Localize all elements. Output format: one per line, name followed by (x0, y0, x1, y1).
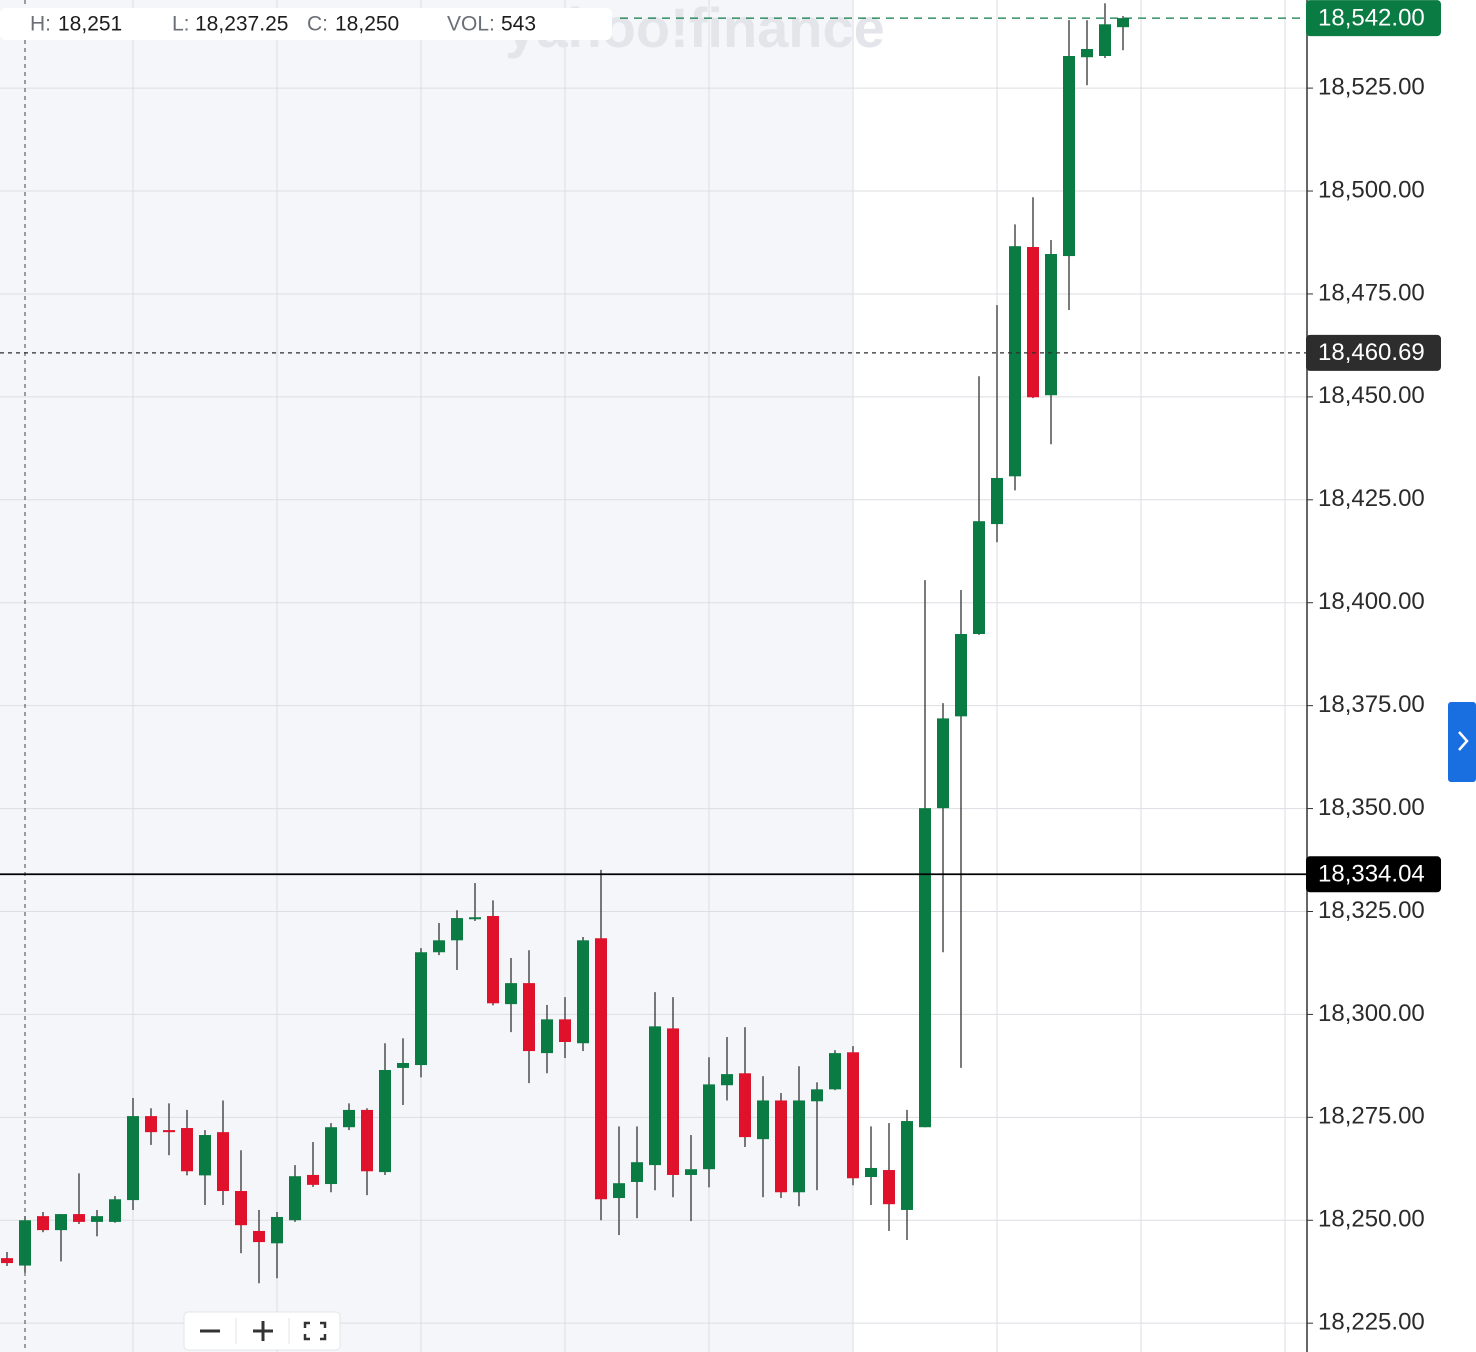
candle-body (883, 1170, 895, 1205)
y-tick-label: 18,225.00 (1318, 1309, 1425, 1336)
candle-body (1099, 24, 1111, 56)
candle-body (865, 1167, 877, 1178)
candle-body (217, 1132, 229, 1192)
price-marker-label: 18,460.69 (1318, 339, 1425, 366)
candle-body (685, 1169, 697, 1175)
candle-body (253, 1230, 265, 1243)
candle-body (361, 1109, 373, 1172)
candle-body (1009, 246, 1021, 477)
header-value: 18,251 (58, 13, 122, 36)
candle-body (919, 808, 931, 1128)
candle-body (271, 1216, 283, 1244)
header-value: 18,250 (335, 13, 399, 36)
header-label: C: (307, 13, 328, 36)
candle-body (1081, 48, 1093, 58)
candle-body (487, 916, 499, 1004)
candle-body (559, 1019, 571, 1042)
price-marker (1306, 856, 1441, 893)
candle-body (595, 938, 607, 1200)
candle-body (397, 1062, 409, 1068)
candle-body (793, 1100, 805, 1193)
candle-body (343, 1109, 355, 1128)
candle-body (73, 1214, 85, 1222)
candle-body (325, 1127, 337, 1185)
header-value: 18,237.25 (195, 13, 288, 36)
candle-body (901, 1121, 913, 1210)
y-tick-label: 18,250.00 (1318, 1206, 1425, 1233)
candle-body (631, 1162, 643, 1182)
y-tick-label: 18,525.00 (1318, 73, 1425, 100)
y-tick-label: 18,300.00 (1318, 1000, 1425, 1027)
candle-body (937, 718, 949, 809)
header-label: H: (30, 13, 51, 36)
candle-body (541, 1019, 553, 1054)
candle-body (649, 1026, 661, 1166)
side-panel-toggle[interactable] (1448, 702, 1476, 782)
candle-body (37, 1216, 49, 1231)
candle-body (829, 1053, 841, 1090)
candle-body (307, 1174, 319, 1185)
candle-body (19, 1220, 31, 1266)
candle-body (991, 477, 1003, 525)
y-tick-label: 18,500.00 (1318, 176, 1425, 203)
candle-body (505, 983, 517, 1005)
candle-body (109, 1199, 121, 1222)
y-tick-label: 18,325.00 (1318, 897, 1425, 924)
price-marker (1306, 0, 1441, 37)
candle-body (757, 1100, 769, 1140)
candle-body (235, 1191, 247, 1226)
candle-body (1, 1258, 13, 1264)
candle-body (163, 1130, 175, 1133)
candle-body (415, 952, 427, 1066)
candle-body (523, 983, 535, 1052)
candle-body (91, 1216, 103, 1222)
candle-body (379, 1069, 391, 1173)
candle-body (1117, 18, 1129, 28)
candle-body (451, 918, 463, 941)
y-tick-label: 18,275.00 (1318, 1103, 1425, 1130)
candle-body (469, 917, 481, 920)
header-label: L: (172, 13, 190, 36)
candle-body (811, 1089, 823, 1102)
y-tick-label: 18,425.00 (1318, 485, 1425, 512)
y-tick-label: 18,350.00 (1318, 794, 1425, 821)
header-value: 543 (501, 13, 536, 36)
candle-body (973, 521, 985, 635)
candle-body (289, 1176, 301, 1221)
candle-body (55, 1214, 67, 1231)
ohlc-header (0, 8, 612, 40)
candle-body (433, 940, 445, 953)
zoom-in[interactable] (253, 1321, 273, 1341)
candle-body (145, 1116, 157, 1133)
y-tick-label: 18,400.00 (1318, 588, 1425, 615)
candle-body (775, 1100, 787, 1193)
y-tick-label: 18,375.00 (1318, 691, 1425, 718)
candle-body (1045, 254, 1057, 396)
candle-body (1063, 55, 1075, 257)
fullscreen[interactable] (303, 1321, 327, 1341)
vertical-grid (0, 0, 1307, 1352)
candle-body (181, 1128, 193, 1172)
candle-body (577, 940, 589, 1044)
candle-body (703, 1084, 715, 1170)
candle-body (199, 1135, 211, 1176)
candle-body (667, 1028, 679, 1175)
candle-body (847, 1052, 859, 1179)
candle-body (955, 634, 967, 717)
candle-body (613, 1183, 625, 1199)
price-marker (1306, 334, 1441, 371)
candle-body (1027, 247, 1039, 398)
candle-body (721, 1074, 733, 1086)
header-label: VOL: (447, 13, 495, 36)
price-marker-label: 18,334.04 (1318, 861, 1425, 888)
y-tick-label: 18,450.00 (1318, 382, 1425, 409)
zoom-controls (183, 1311, 341, 1351)
chevron-icon (1458, 731, 1469, 751)
y-tick-label: 18,475.00 (1318, 279, 1425, 306)
candle-body (127, 1116, 139, 1201)
candle-body (739, 1073, 751, 1138)
price-marker-label: 18,542.00 (1318, 4, 1425, 31)
